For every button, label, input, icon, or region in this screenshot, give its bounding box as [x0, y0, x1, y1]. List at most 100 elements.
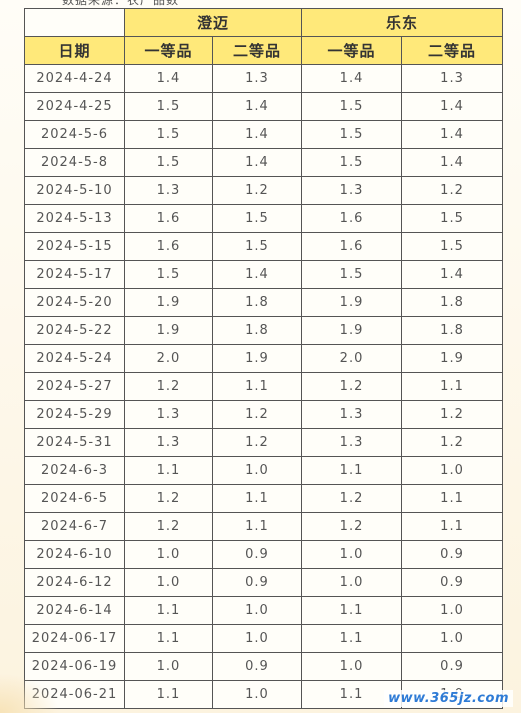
- ledong-grade-1-price-cell: 1.5: [301, 260, 403, 289]
- chengmai-grade-2-price-cell: 0.9: [211, 540, 303, 569]
- ledong-grade-1-price-cell: 1.5: [301, 120, 403, 149]
- chengmai-grade-2-price-cell: 1.3: [211, 64, 303, 93]
- site-watermark: www.365jz.com: [384, 690, 513, 707]
- ledong-grade-2-price-cell: 1.5: [401, 204, 504, 233]
- ledong-grade-2-price-cell: 1.1: [401, 484, 504, 513]
- chengmai-grade-1-price-cell: 1.5: [124, 260, 213, 289]
- ledong-grade-1-price-cell: 1.2: [301, 484, 403, 513]
- grade-header-row: 日期 一等品 二等品 一等品 二等品: [24, 36, 504, 65]
- table-row: 2024-6-12 1.0 0.9 1.0 0.9: [24, 568, 504, 597]
- corner-decoration: [0, 673, 60, 713]
- table-row: 2024-6-5 1.2 1.1 1.2 1.1: [24, 484, 504, 513]
- grade-1-header-chengmai: 一等品: [124, 36, 213, 65]
- table-row: 2024-5-8 1.5 1.4 1.5 1.4: [24, 148, 504, 177]
- region-header-row: 澄迈 乐东: [24, 8, 504, 37]
- chengmai-grade-2-price-cell: 0.9: [211, 568, 303, 597]
- chengmai-grade-1-price-cell: 2.0: [124, 344, 213, 373]
- date-cell: 2024-5-10: [24, 176, 125, 205]
- chengmai-grade-2-price-cell: 1.1: [211, 372, 303, 401]
- chengmai-grade-1-price-cell: 1.5: [124, 120, 213, 149]
- date-cell: 2024-4-24: [24, 64, 125, 93]
- table-row: 2024-6-10 1.0 0.9 1.0 0.9: [24, 540, 504, 569]
- date-cell: 2024-5-22: [24, 316, 125, 345]
- chengmai-grade-2-price-cell: 1.4: [211, 120, 303, 149]
- chengmai-grade-2-price-cell: 1.0: [211, 596, 303, 625]
- ledong-grade-2-price-cell: 1.2: [401, 176, 504, 205]
- ledong-grade-1-price-cell: 1.1: [301, 456, 403, 485]
- chengmai-grade-1-price-cell: 1.0: [124, 652, 213, 681]
- date-cell: 2024-5-24: [24, 344, 125, 373]
- ledong-grade-1-price-cell: 1.1: [301, 624, 403, 653]
- ledong-grade-2-price-cell: 1.8: [401, 316, 504, 345]
- chengmai-grade-1-price-cell: 1.6: [124, 204, 213, 233]
- table-row: 2024-5-6 1.5 1.4 1.5 1.4: [24, 120, 504, 149]
- price-table: 澄迈 乐东 日期 一等品 二等品 一等品 二等品 2024-4-24 1.4 1.3…: [24, 8, 504, 709]
- table-row: 2024-5-15 1.6 1.5 1.6 1.5: [24, 232, 504, 261]
- ledong-grade-2-price-cell: 1.0: [401, 456, 504, 485]
- grade-2-header-ledong: 二等品: [401, 36, 504, 65]
- ledong-grade-2-price-cell: 1.0: [401, 596, 504, 625]
- chengmai-grade-2-price-cell: 1.1: [211, 512, 303, 541]
- header-blank-cell: [24, 8, 125, 37]
- region-header-chengmai: 澄迈: [123, 8, 303, 37]
- chengmai-grade-2-price-cell: 1.8: [211, 288, 303, 317]
- region-header-ledong: 乐东: [301, 8, 504, 37]
- ledong-grade-1-price-cell: 1.9: [301, 288, 403, 317]
- date-cell: 2024-06-17: [24, 624, 125, 653]
- table-row: 2024-5-20 1.9 1.8 1.9 1.8: [24, 288, 504, 317]
- table-body: 2024-4-24 1.4 1.3 1.4 1.3 2024-4-25 1.5 1.4 1.5 1…: [24, 64, 504, 709]
- ledong-grade-2-price-cell: 1.1: [401, 372, 504, 401]
- ledong-grade-2-price-cell: 1.4: [401, 92, 504, 121]
- ledong-grade-1-price-cell: 1.0: [301, 540, 403, 569]
- chengmai-grade-1-price-cell: 1.3: [124, 400, 213, 429]
- ledong-grade-1-price-cell: 1.6: [301, 204, 403, 233]
- date-cell: 2024-5-15: [24, 232, 125, 261]
- chengmai-grade-1-price-cell: 1.0: [124, 568, 213, 597]
- ledong-grade-1-price-cell: 1.5: [301, 92, 403, 121]
- chengmai-grade-1-price-cell: 1.9: [124, 288, 213, 317]
- chengmai-grade-2-price-cell: 1.4: [211, 92, 303, 121]
- chengmai-grade-1-price-cell: 1.2: [124, 512, 213, 541]
- chengmai-grade-1-price-cell: 1.1: [124, 680, 213, 709]
- chengmai-grade-1-price-cell: 1.0: [124, 540, 213, 569]
- date-cell: 2024-6-3: [24, 456, 125, 485]
- table-row: 2024-4-24 1.4 1.3 1.4 1.3: [24, 64, 504, 93]
- chengmai-grade-2-price-cell: 1.4: [211, 260, 303, 289]
- chengmai-grade-2-price-cell: 1.5: [211, 204, 303, 233]
- chengmai-grade-1-price-cell: 1.6: [124, 232, 213, 261]
- table-row: 2024-5-17 1.5 1.4 1.5 1.4: [24, 260, 504, 289]
- table-row: 2024-4-25 1.5 1.4 1.5 1.4: [24, 92, 504, 121]
- chengmai-grade-2-price-cell: 1.4: [211, 148, 303, 177]
- ledong-grade-1-price-cell: 1.3: [301, 428, 403, 457]
- date-cell: 2024-5-29: [24, 400, 125, 429]
- ledong-grade-2-price-cell: 1.5: [401, 232, 504, 261]
- date-column-header: 日期: [24, 36, 125, 65]
- ledong-grade-1-price-cell: 1.1: [301, 596, 403, 625]
- date-cell: 2024-6-14: [24, 596, 125, 625]
- chengmai-grade-2-price-cell: 1.2: [211, 428, 303, 457]
- chengmai-grade-1-price-cell: 1.4: [124, 64, 213, 93]
- date-cell: 2024-5-8: [24, 148, 125, 177]
- table-row: 2024-5-27 1.2 1.1 1.2 1.1: [24, 372, 504, 401]
- chengmai-grade-2-price-cell: 1.0: [211, 624, 303, 653]
- ledong-grade-1-price-cell: 2.0: [301, 344, 403, 373]
- table-row: 2024-5-13 1.6 1.5 1.6 1.5: [24, 204, 504, 233]
- date-cell: 2024-6-12: [24, 568, 125, 597]
- chengmai-grade-1-price-cell: 1.5: [124, 92, 213, 121]
- ledong-grade-1-price-cell: 1.0: [301, 652, 403, 681]
- chengmai-grade-2-price-cell: 1.1: [211, 484, 303, 513]
- ledong-grade-2-price-cell: 0.9: [401, 540, 504, 569]
- date-cell: 2024-5-17: [24, 260, 125, 289]
- table-row: 2024-06-17 1.1 1.0 1.1 1.0: [24, 624, 504, 653]
- ledong-grade-2-price-cell: 1.2: [401, 428, 504, 457]
- chengmai-grade-1-price-cell: 1.2: [124, 484, 213, 513]
- table-row: 2024-5-24 2.0 1.9 2.0 1.9: [24, 344, 504, 373]
- ledong-grade-2-price-cell: 1.4: [401, 120, 504, 149]
- table-row: 2024-5-31 1.3 1.2 1.3 1.2: [24, 428, 504, 457]
- date-cell: 2024-5-31: [24, 428, 125, 457]
- date-cell: 2024-5-20: [24, 288, 125, 317]
- ledong-grade-2-price-cell: 1.9: [401, 344, 504, 373]
- ledong-grade-2-price-cell: 1.0: [401, 624, 504, 653]
- ledong-grade-2-price-cell: 1.4: [401, 260, 504, 289]
